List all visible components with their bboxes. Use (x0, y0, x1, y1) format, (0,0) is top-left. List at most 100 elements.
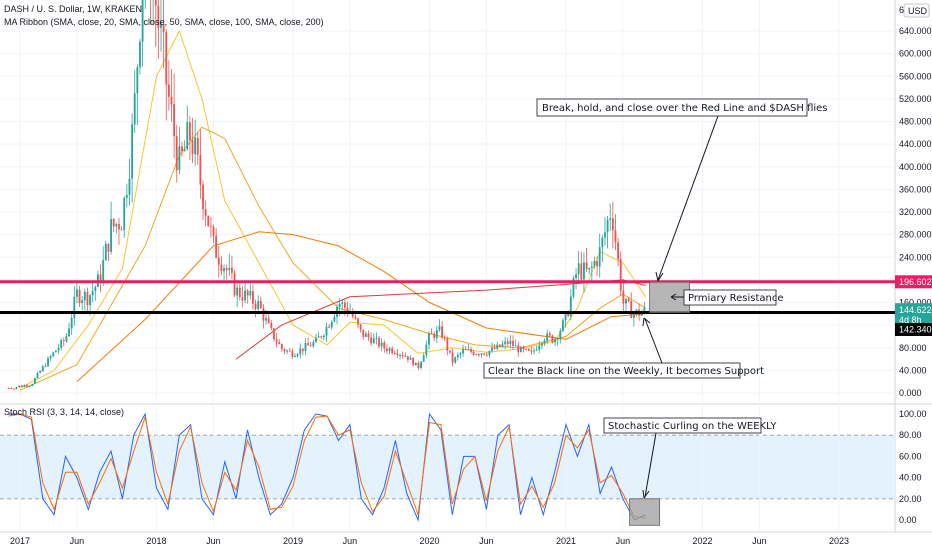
candle-body (564, 314, 567, 321)
stoch-legend[interactable]: Stoch RSI (3, 3, 14, 14, close) (4, 407, 124, 417)
annotation-stoch[interactable]: Stochastic Curling on the WEEKLY (603, 417, 777, 434)
candle-body (509, 340, 512, 345)
candle-body (588, 267, 591, 270)
candle-body (401, 354, 404, 357)
candle-body (299, 348, 302, 355)
price-tick-label: 440.000 (899, 139, 932, 149)
candle-body (81, 300, 84, 304)
candle-body (273, 328, 275, 340)
candle-body (7, 387, 10, 389)
black-line-price-value: 142.340 (899, 324, 932, 334)
price-tick-label: 80.000 (899, 343, 927, 353)
candle-body (252, 291, 254, 304)
candle-body (611, 218, 614, 231)
candle-body (115, 224, 118, 227)
candle-body (112, 219, 115, 227)
candle-body (328, 326, 331, 328)
candle-body (480, 353, 483, 355)
candle-body (33, 378, 36, 385)
candle-body (449, 350, 451, 353)
annotation-top-text: Break, hold, and close over the Red Line… (542, 103, 828, 114)
candle-body (259, 300, 262, 309)
time-tick-label: Jun (70, 536, 85, 546)
candle-body (501, 344, 504, 347)
candle-body (399, 354, 401, 356)
candle-body (540, 343, 543, 346)
candle-body (199, 154, 202, 185)
candle-body (391, 348, 394, 353)
candle-body (91, 291, 94, 296)
candle-body (249, 291, 252, 296)
candle-body (625, 298, 627, 304)
currency-badge[interactable]: 6 USD (899, 3, 930, 18)
candle-body (627, 298, 630, 301)
candle-body (125, 194, 128, 198)
candle-body (139, 41, 141, 68)
main-pane[interactable] (0, 0, 895, 403)
stoch-tick-label: 80.00 (899, 430, 922, 440)
candle-body (362, 329, 365, 337)
candle-body (57, 347, 60, 351)
candle-body (175, 136, 178, 171)
price-tick-label: 640.000 (899, 26, 932, 36)
candle-body (441, 326, 444, 338)
candle-body (178, 146, 181, 171)
candle-body (359, 324, 362, 330)
candle-body (464, 349, 467, 351)
candle-body (417, 362, 420, 368)
candle-body (601, 237, 604, 248)
candle-body (483, 353, 486, 355)
candle-body (312, 342, 315, 347)
candle-body (632, 313, 635, 318)
candle-body (60, 340, 63, 348)
candle-body (315, 337, 317, 343)
stoch-axis[interactable]: 100.00 80.00 60.00 40.00 20.00 0.00 (899, 409, 927, 525)
price-tick-label: 240.000 (899, 252, 932, 262)
candle-body (477, 354, 480, 356)
candle-body (317, 336, 320, 338)
candle-body (559, 331, 562, 340)
symbol-legend[interactable]: DASH / U. S. Dollar, 1W, KRAKEN (4, 4, 142, 14)
time-tick-label: Jun (616, 536, 631, 546)
price-axis[interactable]: 640.000 600.000 560.000 520.000 480.000 440.0… (899, 26, 932, 398)
candle-body (551, 335, 554, 343)
candle-body (26, 385, 28, 387)
candle-body (577, 263, 580, 275)
annotation-support[interactable]: Clear the Black line on the Weekly, It b… (483, 362, 764, 379)
price-tick-label: 280.000 (899, 230, 932, 240)
candle-body (102, 260, 105, 283)
candle-body (107, 243, 110, 252)
candle-body (62, 340, 65, 342)
candle-body (233, 272, 236, 296)
candle-body (438, 326, 441, 330)
annotation-resistance[interactable]: Prmiary Resistance (683, 289, 784, 306)
candle-body (23, 385, 26, 388)
candle-body (454, 357, 457, 363)
annotation-top[interactable]: Break, hold, and close over the Red Line… (536, 98, 828, 117)
last-price-value: 144.622 (899, 305, 932, 315)
stoch-tick-label: 0.00 (899, 515, 917, 525)
candle-body (170, 96, 173, 105)
time-tick-label: 2017 (10, 536, 30, 546)
candle-body (614, 230, 617, 243)
candle-body (580, 263, 583, 280)
ma-ribbon-legend[interactable]: MA Ribbon (SMA, close, 20, SMA, close, 5… (4, 17, 324, 27)
annotation-stoch-text: Stochastic Curling on the WEEKLY (608, 421, 777, 432)
candle-body (270, 323, 273, 329)
annotation-stoch-arrowhead (642, 489, 650, 499)
candle-body (15, 387, 18, 390)
candle-body (496, 344, 499, 349)
candle-body (186, 122, 189, 150)
candle-body (94, 286, 97, 292)
candle-body (275, 339, 278, 343)
candle-body (343, 302, 346, 308)
candle-body (246, 290, 249, 296)
candle-body (422, 355, 425, 362)
candle-body (209, 225, 212, 227)
stoch-box[interactable] (629, 498, 661, 526)
candle-body (330, 321, 333, 328)
stoch-rsi-series (8, 412, 646, 522)
candle-body (194, 137, 197, 155)
time-axis[interactable]: 2017 Jun 2018 Jun 2019 Jun 2020 Jun 2021 Jun 2022 J… (10, 536, 849, 546)
